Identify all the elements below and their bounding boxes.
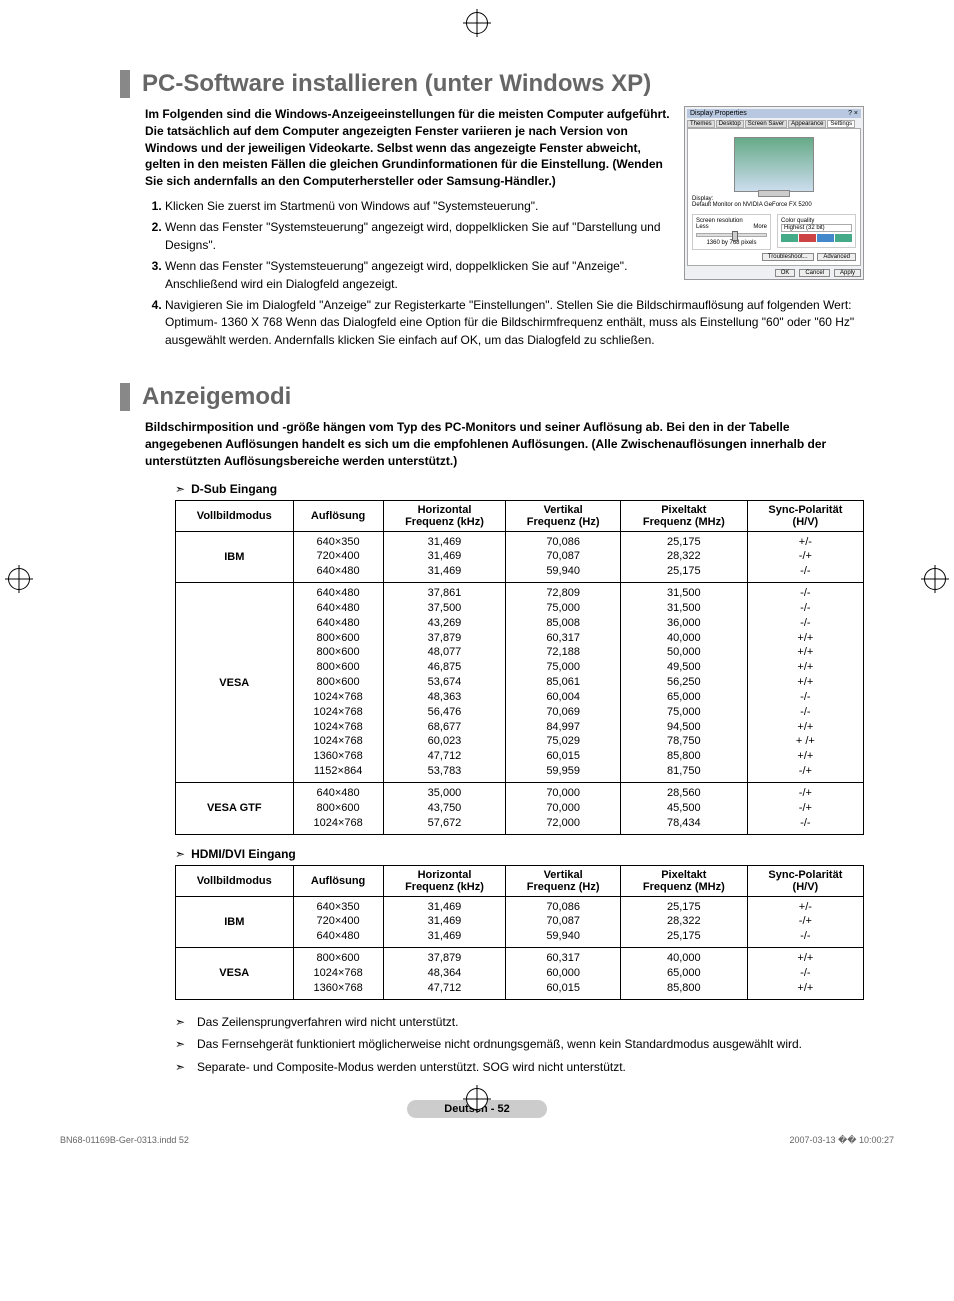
dialog-title-text: Display Properties — [690, 110, 747, 117]
data-cell: 640×350 720×400 640×480 — [293, 896, 383, 948]
section2-intro: Bildschirmposition und -größe hängen vom… — [145, 419, 864, 469]
registration-mark-left — [8, 568, 30, 590]
res-less: Less — [696, 224, 709, 230]
hdmi-table: VollbildmodusAuflösungHorizontal Frequen… — [175, 865, 864, 1000]
dialog-tabs: Themes Desktop Screen Saver Appearance S… — [687, 120, 861, 128]
data-cell: 800×600 1024×768 1360×768 — [293, 948, 383, 1000]
dsub-heading: D-Sub Eingang — [175, 482, 864, 496]
table-header: Auflösung — [293, 500, 383, 531]
table-header: Horizontal Frequenz (kHz) — [383, 500, 506, 531]
hdmi-heading: HDMI/DVI Eingang — [175, 847, 864, 861]
registration-mark-bottom — [466, 1088, 488, 1110]
dialog-close-icon: ? × — [848, 110, 858, 117]
troubleshoot-button: Troubleshoot... — [762, 253, 814, 261]
data-cell: 640×480 640×480 640×480 800×600 800×600 … — [293, 583, 383, 783]
table-header: Pixeltakt Frequenz (MHz) — [620, 865, 747, 896]
footer-timestamp: 2007-03-13 �� 10:00:27 — [789, 1135, 894, 1146]
data-cell: 640×350 720×400 640×480 — [293, 531, 383, 583]
table-row: VESA640×480 640×480 640×480 800×600 800×… — [176, 583, 864, 783]
note-item: Das Zeilensprungverfahren wird nicht unt… — [175, 1014, 864, 1031]
data-cell: 31,469 31,469 31,469 — [383, 531, 506, 583]
table-row: IBM640×350 720×400 640×48031,469 31,469 … — [176, 531, 864, 583]
dialog-tab: Screen Saver — [745, 120, 787, 128]
data-cell: 72,809 75,000 85,008 60,317 72,188 75,00… — [506, 583, 621, 783]
mode-cell: IBM — [176, 531, 294, 583]
data-cell: 37,879 48,364 47,712 — [383, 948, 506, 1000]
data-cell: 60,317 60,000 60,015 — [506, 948, 621, 1000]
res-more: More — [753, 224, 767, 230]
table-header: Vollbildmodus — [176, 500, 294, 531]
data-cell: +/- -/+ -/- — [747, 896, 863, 948]
section1-title: PC-Software installieren (unter Windows … — [120, 70, 924, 98]
apply-button: Apply — [834, 269, 861, 277]
registration-mark-top — [466, 12, 488, 34]
mode-cell: VESA — [176, 583, 294, 783]
data-cell: 70,086 70,087 59,940 — [506, 531, 621, 583]
table-header: Auflösung — [293, 865, 383, 896]
mode-cell: IBM — [176, 896, 294, 948]
data-cell: -/- -/- -/- +/+ +/+ +/+ +/+ -/- -/- +/+ … — [747, 583, 863, 783]
data-cell: 70,000 70,000 72,000 — [506, 783, 621, 835]
table-header: Vertikal Frequenz (Hz) — [506, 500, 621, 531]
display-value: Default Monitor on NVIDIA GeForce FX 520… — [692, 202, 856, 208]
data-cell: +/+ -/- +/+ — [747, 948, 863, 1000]
data-cell: 31,500 31,500 36,000 40,000 50,000 49,50… — [620, 583, 747, 783]
table-header: Vertikal Frequenz (Hz) — [506, 865, 621, 896]
footer-file: BN68-01169B-Ger-0313.indd 52 — [60, 1135, 189, 1146]
data-cell: 28,560 45,500 78,434 — [620, 783, 747, 835]
footer-meta: BN68-01169B-Ger-0313.indd 52 2007-03-13 … — [60, 1135, 894, 1146]
mode-cell: VESA GTF — [176, 783, 294, 835]
data-cell: 31,469 31,469 31,469 — [383, 896, 506, 948]
notes-list: Das Zeilensprungverfahren wird nicht unt… — [175, 1014, 864, 1076]
registration-mark-right — [924, 568, 946, 590]
data-cell: 37,861 37,500 43,269 37,879 48,077 46,87… — [383, 583, 506, 783]
quality-bars — [781, 234, 852, 242]
quality-value: Highest (32 bit) — [781, 224, 852, 232]
ok-button: OK — [775, 269, 796, 277]
data-cell: 35,000 43,750 57,672 — [383, 783, 506, 835]
monitor-icon — [734, 137, 814, 192]
section2-title: Anzeigemodi — [120, 383, 924, 411]
dialog-tab: Themes — [687, 120, 715, 128]
dsub-table: VollbildmodusAuflösungHorizontal Frequen… — [175, 500, 864, 835]
dialog-tab-active: Settings — [827, 120, 855, 128]
note-item: Das Fernsehgerät funktioniert möglicherw… — [175, 1036, 864, 1053]
data-cell: +/- -/+ -/- — [747, 531, 863, 583]
table-row: VESA800×600 1024×768 1360×76837,879 48,3… — [176, 948, 864, 1000]
note-item: Separate- und Composite-Modus werden unt… — [175, 1059, 864, 1076]
display-properties-screenshot: Display Properties ? × Themes Desktop Sc… — [684, 106, 864, 280]
data-cell: 70,086 70,087 59,940 — [506, 896, 621, 948]
table-row: VESA GTF640×480 800×600 1024×76835,000 4… — [176, 783, 864, 835]
table-header: Sync-Polarität (H/V) — [747, 865, 863, 896]
table-header: Vollbildmodus — [176, 865, 294, 896]
table-row: IBM640×350 720×400 640×48031,469 31,469 … — [176, 896, 864, 948]
cancel-button: Cancel — [799, 269, 830, 277]
table-header: Sync-Polarität (H/V) — [747, 500, 863, 531]
data-cell: 40,000 65,000 85,800 — [620, 948, 747, 1000]
dialog-tab: Appearance — [788, 120, 826, 128]
mode-cell: VESA — [176, 948, 294, 1000]
install-step: Navigieren Sie im Dialogfeld "Anzeige" z… — [165, 297, 864, 349]
data-cell: 25,175 28,322 25,175 — [620, 896, 747, 948]
table-header: Pixeltakt Frequenz (MHz) — [620, 500, 747, 531]
advanced-button: Advanced — [817, 253, 856, 261]
data-cell: -/+ -/+ -/- — [747, 783, 863, 835]
data-cell: 640×480 800×600 1024×768 — [293, 783, 383, 835]
dialog-tab: Desktop — [716, 120, 744, 128]
table-header: Horizontal Frequenz (kHz) — [383, 865, 506, 896]
data-cell: 25,175 28,322 25,175 — [620, 531, 747, 583]
